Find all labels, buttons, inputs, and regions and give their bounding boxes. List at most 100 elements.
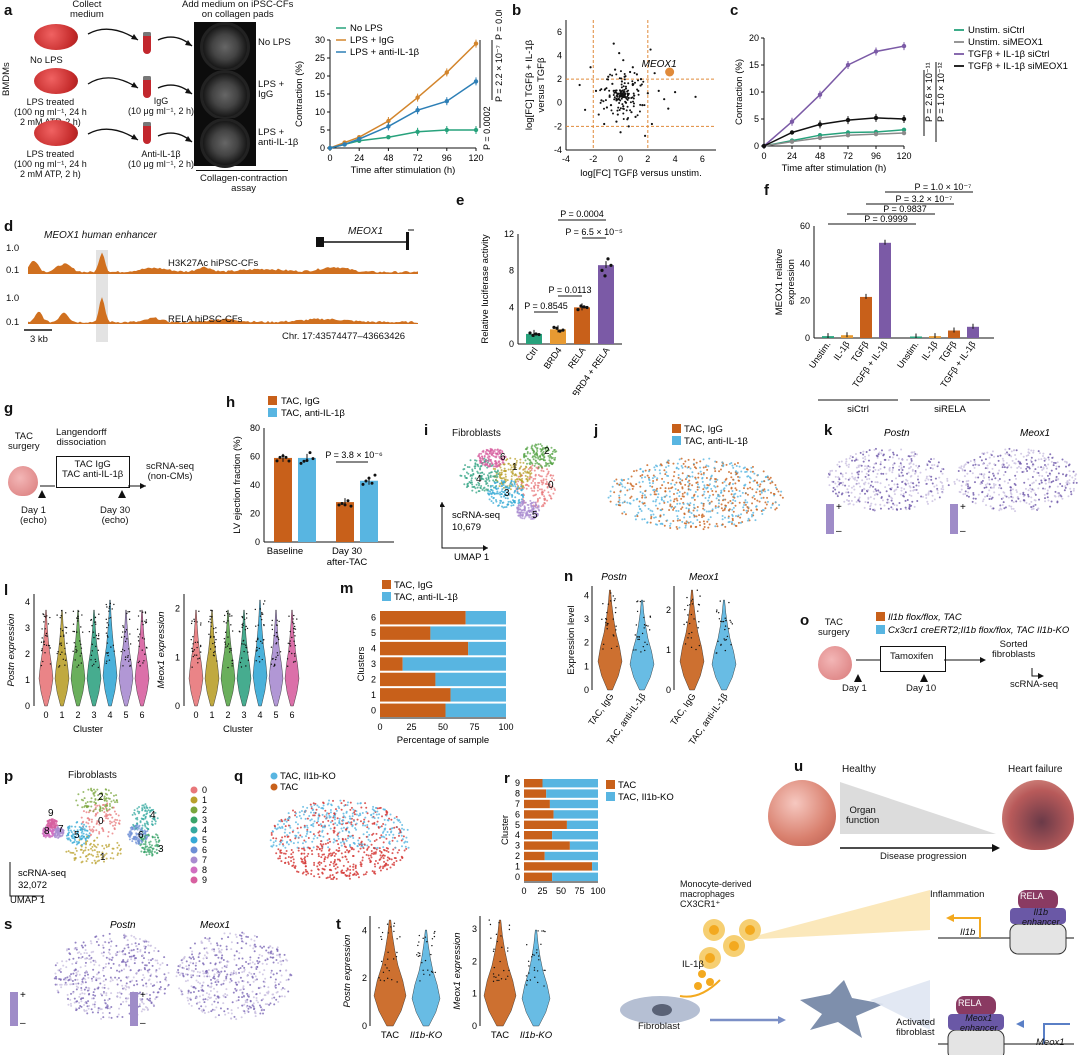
- umap-cell: [673, 498, 676, 501]
- umap-cell: [1010, 493, 1013, 496]
- o-day1: Day 1: [842, 683, 867, 694]
- umap-cell: [540, 505, 543, 508]
- cell-dot: [106, 635, 109, 637]
- umap-cell: [108, 803, 111, 806]
- cell-dot: [264, 600, 266, 602]
- umap-cell: [317, 853, 320, 856]
- umap-cell: [469, 481, 472, 484]
- umap-cell: [528, 466, 531, 469]
- p-title: Fibroblasts: [68, 770, 117, 781]
- umap-cell: [82, 791, 85, 794]
- cell-dot: [261, 618, 263, 621]
- scatter-point: [618, 98, 621, 101]
- umap-cell: [678, 495, 681, 498]
- umap-cell: [533, 485, 536, 488]
- cell-dot: [638, 638, 641, 641]
- cell-dot: [692, 598, 694, 601]
- umap-cell: [100, 854, 103, 857]
- scatter-point: [639, 77, 643, 81]
- x-tick-label: 6: [700, 154, 705, 164]
- umap-cell: [543, 499, 546, 502]
- umap-cell: [986, 464, 989, 467]
- umap-cell: [844, 484, 847, 487]
- umap-cell: [48, 834, 51, 837]
- cell-dot: [254, 608, 257, 611]
- umap-cell: [734, 487, 737, 490]
- cell-dot: [224, 631, 227, 634]
- umap-cell: [850, 491, 853, 494]
- umap-cell: [931, 482, 934, 485]
- umap-cell: [389, 813, 392, 816]
- umap-cell: [834, 469, 837, 472]
- umap-cell: [693, 498, 696, 501]
- umap-cell: [891, 471, 894, 474]
- y-tick-label: 0: [805, 333, 810, 343]
- umap-cell: [547, 491, 550, 494]
- umap-cell: [1001, 466, 1004, 469]
- umap-cell: [116, 819, 119, 822]
- o-tamoxifen: Tamoxifen: [890, 651, 934, 662]
- panel-label-i: i: [424, 422, 429, 439]
- umap-cell: [680, 497, 683, 500]
- umap-cell: [141, 829, 144, 832]
- legend-label: 9: [202, 875, 207, 885]
- cell-dot: [76, 631, 78, 633]
- umap-cell: [513, 480, 516, 483]
- cell-dot: [72, 610, 75, 613]
- cell-dot: [192, 655, 194, 658]
- umap-cell: [84, 802, 87, 805]
- umap-cell: [370, 856, 373, 859]
- umap-cell: [529, 513, 532, 516]
- umap-cell: [86, 800, 89, 803]
- umap-cell: [655, 498, 658, 501]
- cluster-label: 0: [548, 480, 554, 491]
- umap-cell: [992, 474, 995, 477]
- tube-2-icon: [143, 76, 151, 98]
- cell-dot: [192, 643, 194, 645]
- umap-cell: [79, 829, 82, 832]
- umap-cell: [714, 477, 717, 480]
- umap-cell: [881, 499, 884, 502]
- umap-cell: [496, 470, 499, 473]
- umap-cell: [697, 476, 700, 479]
- cell-dot: [276, 619, 278, 622]
- umap-cell: [119, 852, 122, 855]
- umap-cell: [498, 464, 501, 467]
- cluster-label: 5: [532, 510, 538, 521]
- umap-cell: [82, 828, 85, 831]
- umap-cell: [911, 482, 914, 485]
- umap-cell: [714, 486, 717, 489]
- umap-cell: [967, 485, 970, 488]
- gene-title: Postn: [884, 428, 910, 439]
- umap-cell: [697, 472, 700, 475]
- umap-cell: [738, 465, 741, 468]
- umap-cell: [522, 485, 525, 488]
- umap-cell: [745, 470, 748, 473]
- x-tick-label: 0: [327, 153, 332, 163]
- umap-cell: [689, 502, 692, 505]
- umap-cell: [773, 493, 776, 496]
- umap-cell: [883, 504, 886, 507]
- umap-cell: [681, 472, 684, 475]
- umap-cell: [900, 489, 903, 492]
- umap-cell: [1056, 492, 1059, 495]
- replicate-dot: [343, 503, 347, 507]
- scatter-point: [632, 105, 635, 108]
- scatter-point: [633, 71, 636, 74]
- cell-dot: [94, 658, 96, 661]
- data-point: [901, 127, 907, 132]
- umap-cell: [486, 466, 489, 469]
- umap-cell: [536, 489, 539, 492]
- umap-cell: [746, 519, 749, 522]
- umap-cell: [146, 810, 149, 813]
- umap-cell: [517, 475, 520, 478]
- umap-cell: [847, 491, 850, 494]
- cell-dot: [77, 620, 79, 622]
- umap-cell: [331, 819, 334, 822]
- scatter-point: [615, 89, 618, 92]
- cell-dot: [122, 625, 124, 627]
- umap-cell: [381, 815, 384, 818]
- y-tick-label: 0: [584, 685, 589, 695]
- scatter-point: [624, 100, 627, 103]
- umap-cell: [550, 446, 553, 449]
